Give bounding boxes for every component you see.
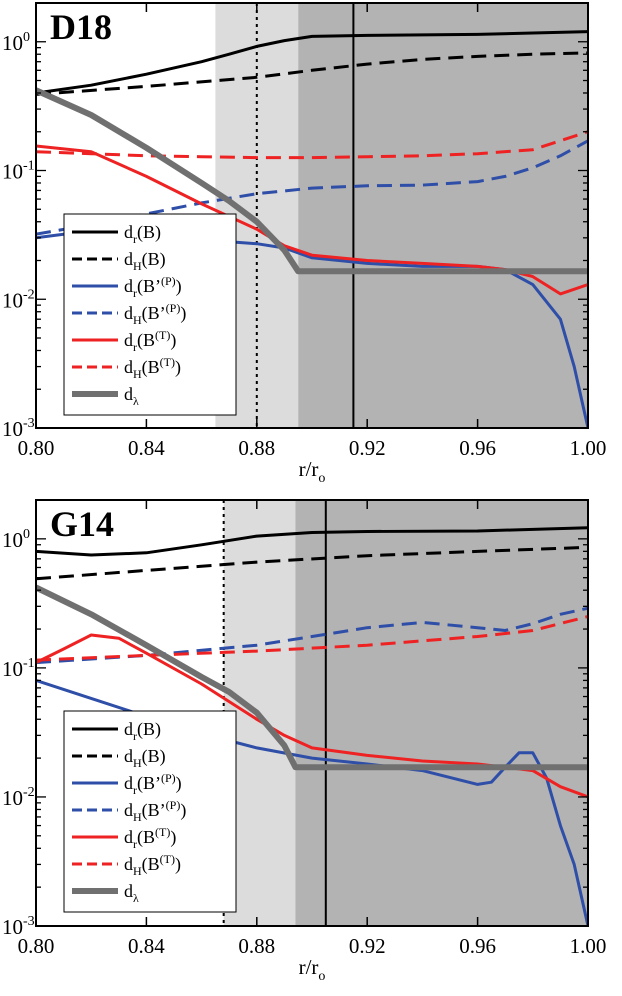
y-tick-label: 10-2 <box>2 785 35 810</box>
legend-label-6: dH(B(T)) <box>124 852 181 878</box>
x-tick-label: 0.96 <box>459 436 496 460</box>
series-line-1 <box>36 526 588 557</box>
x-tick-label: 0.92 <box>349 934 386 958</box>
legend-label-2: dH(B) <box>124 746 166 770</box>
legend-label-1: dr(B) <box>124 222 161 246</box>
panel-label: D18 <box>50 7 112 47</box>
x-tick-label: 0.80 <box>18 934 55 958</box>
series-line-6 <box>36 130 588 160</box>
legend-label-4: dH(B’(P)) <box>124 798 186 824</box>
legend-label-5: dr(B(T)) <box>124 328 176 354</box>
series-line-2 <box>36 51 588 96</box>
x-tick-label: 0.84 <box>128 436 165 460</box>
x-tick-label: 0.84 <box>128 934 165 958</box>
y-tick-label: 100 <box>2 527 30 552</box>
series-line-1 <box>36 30 588 95</box>
x-tick-label: 0.92 <box>349 436 386 460</box>
y-tick-label: 10-1 <box>2 159 35 184</box>
legend: dr(B) dH(B)dr(B’(P))dH(B’(P))dr(B(T))dH(B… <box>63 213 237 416</box>
legend-label-7: dλ <box>124 881 139 905</box>
y-tick-label: 10-2 <box>2 287 35 312</box>
legend: dr(B) dH(B)dr(B’(P))dH(B’(P))dr(B(T))dH(B… <box>63 710 237 913</box>
x-axis-label: r/ro <box>299 457 326 486</box>
y-tick-label: 10-1 <box>2 656 35 681</box>
legend-label-6: dH(B(T)) <box>124 355 181 381</box>
y-tick-label: 10-3 <box>2 914 35 939</box>
plot-area <box>36 3 588 428</box>
series-line-7 <box>36 584 588 771</box>
legend-label-5: dr(B(T)) <box>124 825 176 851</box>
panel-d18: 0.80 0.84 0.88 0.92 0.96 1.00 100 10-1 10-2 10-3 r… <box>2 2 607 486</box>
x-tick-label: 0.80 <box>18 436 55 460</box>
x-axis-label: r/ro <box>299 955 326 984</box>
legend-label-7: dλ <box>124 384 139 408</box>
legend-label-4: dH(B’(P)) <box>124 301 186 327</box>
legend-label-3: dr(B’(P)) <box>124 771 182 797</box>
x-tick-label: 0.96 <box>459 934 496 958</box>
axes-frame <box>35 2 589 429</box>
y-tick-label: 10-3 <box>2 416 35 441</box>
series-line-4 <box>36 606 588 665</box>
legend-label-3: dr(B’(P)) <box>124 274 182 300</box>
series-line-4 <box>36 139 588 236</box>
series-line-6 <box>36 615 588 662</box>
panel-g14: 0.80 0.84 0.88 0.92 0.96 1.00 100 10-1 10-2 10-3 r… <box>2 499 607 984</box>
series-line-7 <box>36 87 588 275</box>
panel-label: G14 <box>50 504 114 544</box>
x-tick-label: 0.88 <box>238 436 275 460</box>
shaded-region-2 <box>298 3 588 428</box>
series-line-2 <box>36 545 588 581</box>
legend-label-1: dr(B) <box>124 719 161 743</box>
legend-label-2: dH(B) <box>124 249 166 273</box>
y-tick-label: 100 <box>2 30 30 55</box>
shaded-region-2 <box>295 500 588 926</box>
x-tick-label: 1.00 <box>570 934 607 958</box>
plot-area <box>36 500 588 926</box>
x-tick-label: 1.00 <box>570 436 607 460</box>
axes-frame <box>35 499 589 927</box>
x-tick-label: 0.88 <box>238 934 275 958</box>
series-line-5 <box>36 144 588 296</box>
